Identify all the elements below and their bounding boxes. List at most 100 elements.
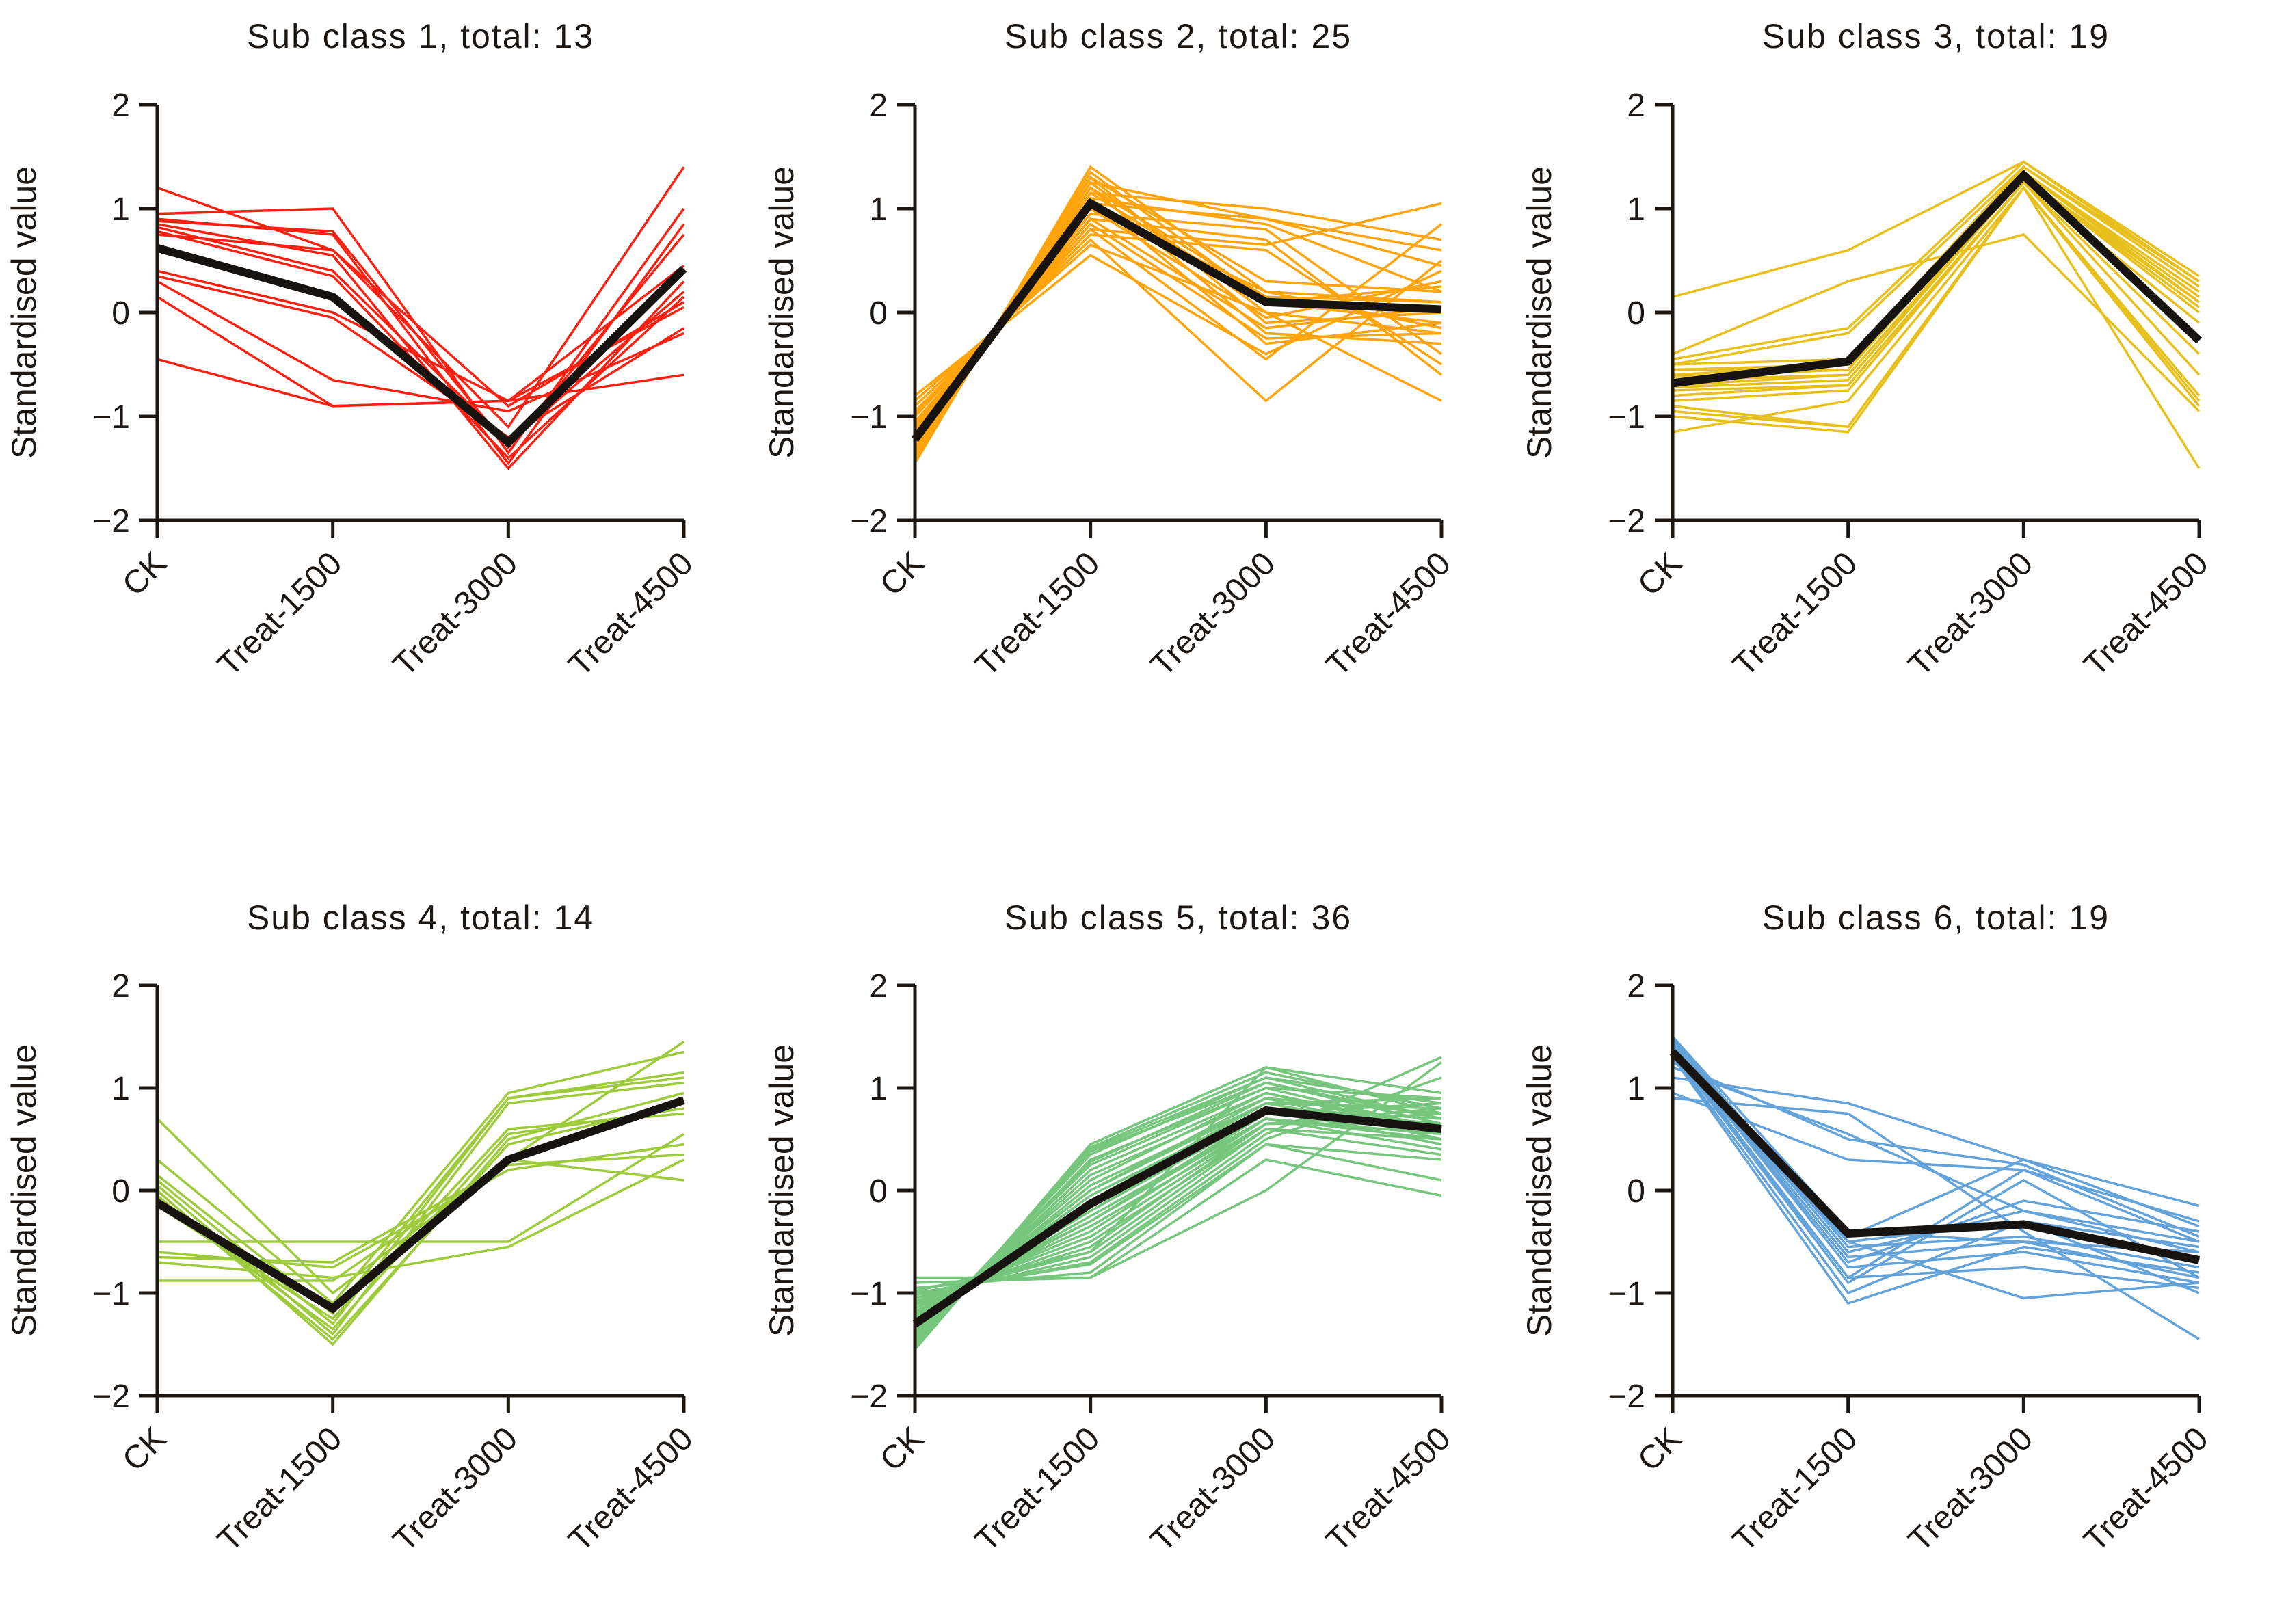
y-tick-label: 0 [1627,295,1645,332]
y-tick-label: 2 [869,88,888,124]
x-tick-label: Treat-3000 [1144,1420,1282,1558]
x-tick-label: CK [873,1420,931,1478]
member-line [1672,1097,2200,1340]
panel-subclass-1: 2 1 0 −1 −2 CK Treat-1500 Treat-3000 Treat-4500 S… [0,0,758,812]
member-line [914,254,1442,397]
x-tick-label: CK [873,545,931,603]
member-line [914,1107,1442,1325]
panel-subclass-4: 2 1 0 −1 −2 CK Treat-1500 Treat-3000 Treat-4500 S… [0,812,758,1624]
member-line [1672,176,2201,387]
chart-title: Sub class 6, total: 19 [1762,898,2110,937]
x-tick-label: Treat-3000 [386,1420,524,1558]
x-tick-label: CK [116,545,174,603]
member-line [156,1041,684,1295]
x-tick-label: Treat-1500 [211,1420,349,1558]
panel-subclass-3: 2 1 0 −1 −2 CK Treat-1500 Treat-3000 Treat-4500 S… [1515,0,2273,812]
y-tick-label: −2 [1608,503,1645,540]
member-lines [1672,160,2201,469]
subclass-6-chart: 2 1 0 −1 −2 CK Treat-1500 Treat-3000 Treat-4500 S… [1520,898,2216,1559]
y-tick-label: 1 [1627,191,1645,228]
member-line [914,1143,1442,1290]
chart-title: Sub class 3, total: 19 [1762,17,2110,55]
member-line [157,166,685,429]
member-line [1672,185,2201,434]
member-line [157,1158,684,1279]
member-line [914,1107,1442,1320]
member-line [1671,1046,2200,1284]
member-line [1672,1091,2200,1243]
x-tick-label: CK [1631,545,1689,603]
x-tick-label: Treat-3000 [386,545,524,683]
member-line [914,1087,1442,1335]
member-line [157,207,685,455]
y-tick-label: 1 [111,1071,130,1107]
member-line [914,1097,1442,1325]
y-tick-label: 1 [1627,1071,1645,1107]
y-tick-label: 2 [869,968,888,1004]
y-tick-label: 2 [111,88,130,124]
member-line [1671,1035,2200,1253]
member-line [1671,1056,2200,1305]
member-line [1672,181,2201,397]
mean-line [912,1106,1442,1327]
subclass-1-chart: 2 1 0 −1 −2 CK Treat-1500 Treat-3000 Treat-4500 S… [5,17,700,684]
member-lines [914,1056,1443,1350]
member-line [157,275,684,439]
member-lines [1671,1035,2200,1340]
y-tick-label: 0 [1627,1173,1645,1210]
y-axis-label: Standardised value [1520,1044,1558,1337]
member-line [915,1061,1443,1279]
member-line [157,223,685,470]
y-tick-label: 0 [111,1173,130,1210]
member-line [156,1050,684,1305]
y-tick-label: 2 [1627,88,1645,124]
member-line [1672,181,2201,402]
member-line [1672,233,2201,412]
member-lines [157,166,685,470]
member-line [1671,1058,2200,1300]
y-axis-label: Standardised value [762,166,801,459]
member-line [157,226,685,444]
member-lines [156,1041,684,1346]
x-tick-label: Treat-4500 [2077,1420,2216,1558]
y-axis-label: Standardised value [5,1044,43,1337]
member-line [1672,185,2201,469]
member-line [157,1112,684,1320]
member-line [1672,160,2200,298]
x-tick-label: CK [1631,1420,1689,1478]
y-tick-label: 0 [111,295,130,332]
y-tick-label: −2 [850,503,888,540]
mean-line [1672,169,2203,388]
x-tick-label: Treat-1500 [968,545,1106,683]
member-line [157,358,684,408]
panel-subclass-2: 2 1 0 −1 −2 CK Treat-1500 Treat-3000 Treat-4500 S… [758,0,1515,812]
member-line [914,1107,1442,1317]
x-tick-label: Treat-1500 [1726,1420,1864,1558]
member-line [914,238,1443,408]
member-line [914,1076,1442,1340]
y-tick-label: 1 [869,1071,888,1107]
subclass-4-chart: 2 1 0 −1 −2 CK Treat-1500 Treat-3000 Treat-4500 S… [5,898,700,1559]
member-line [1671,1051,2200,1290]
y-tick-label: −1 [92,1276,130,1312]
member-line [157,1133,684,1243]
y-tick-label: 1 [111,191,130,228]
y-tick-label: −1 [1608,399,1645,436]
y-tick-label: −1 [92,399,130,436]
x-tick-label: Treat-4500 [2077,545,2216,683]
member-line [1672,1076,2200,1228]
member-line [157,219,685,450]
x-tick-label: Treat-4500 [562,1420,700,1558]
y-tick-label: 1 [869,191,888,228]
x-tick-label: Treat-4500 [562,545,700,683]
y-tick-label: 2 [111,968,130,1004]
member-lines [914,165,1443,464]
member-line [1672,185,2201,434]
y-tick-label: −1 [1608,1276,1645,1312]
y-tick-label: −1 [850,1276,888,1312]
y-tick-label: −2 [1608,1379,1645,1415]
x-tick-label: Treat-3000 [1902,1420,2040,1558]
x-tick-label: Treat-3000 [1902,545,2040,683]
panel-subclass-6: 2 1 0 −1 −2 CK Treat-1500 Treat-3000 Treat-4500 S… [1515,812,2273,1624]
